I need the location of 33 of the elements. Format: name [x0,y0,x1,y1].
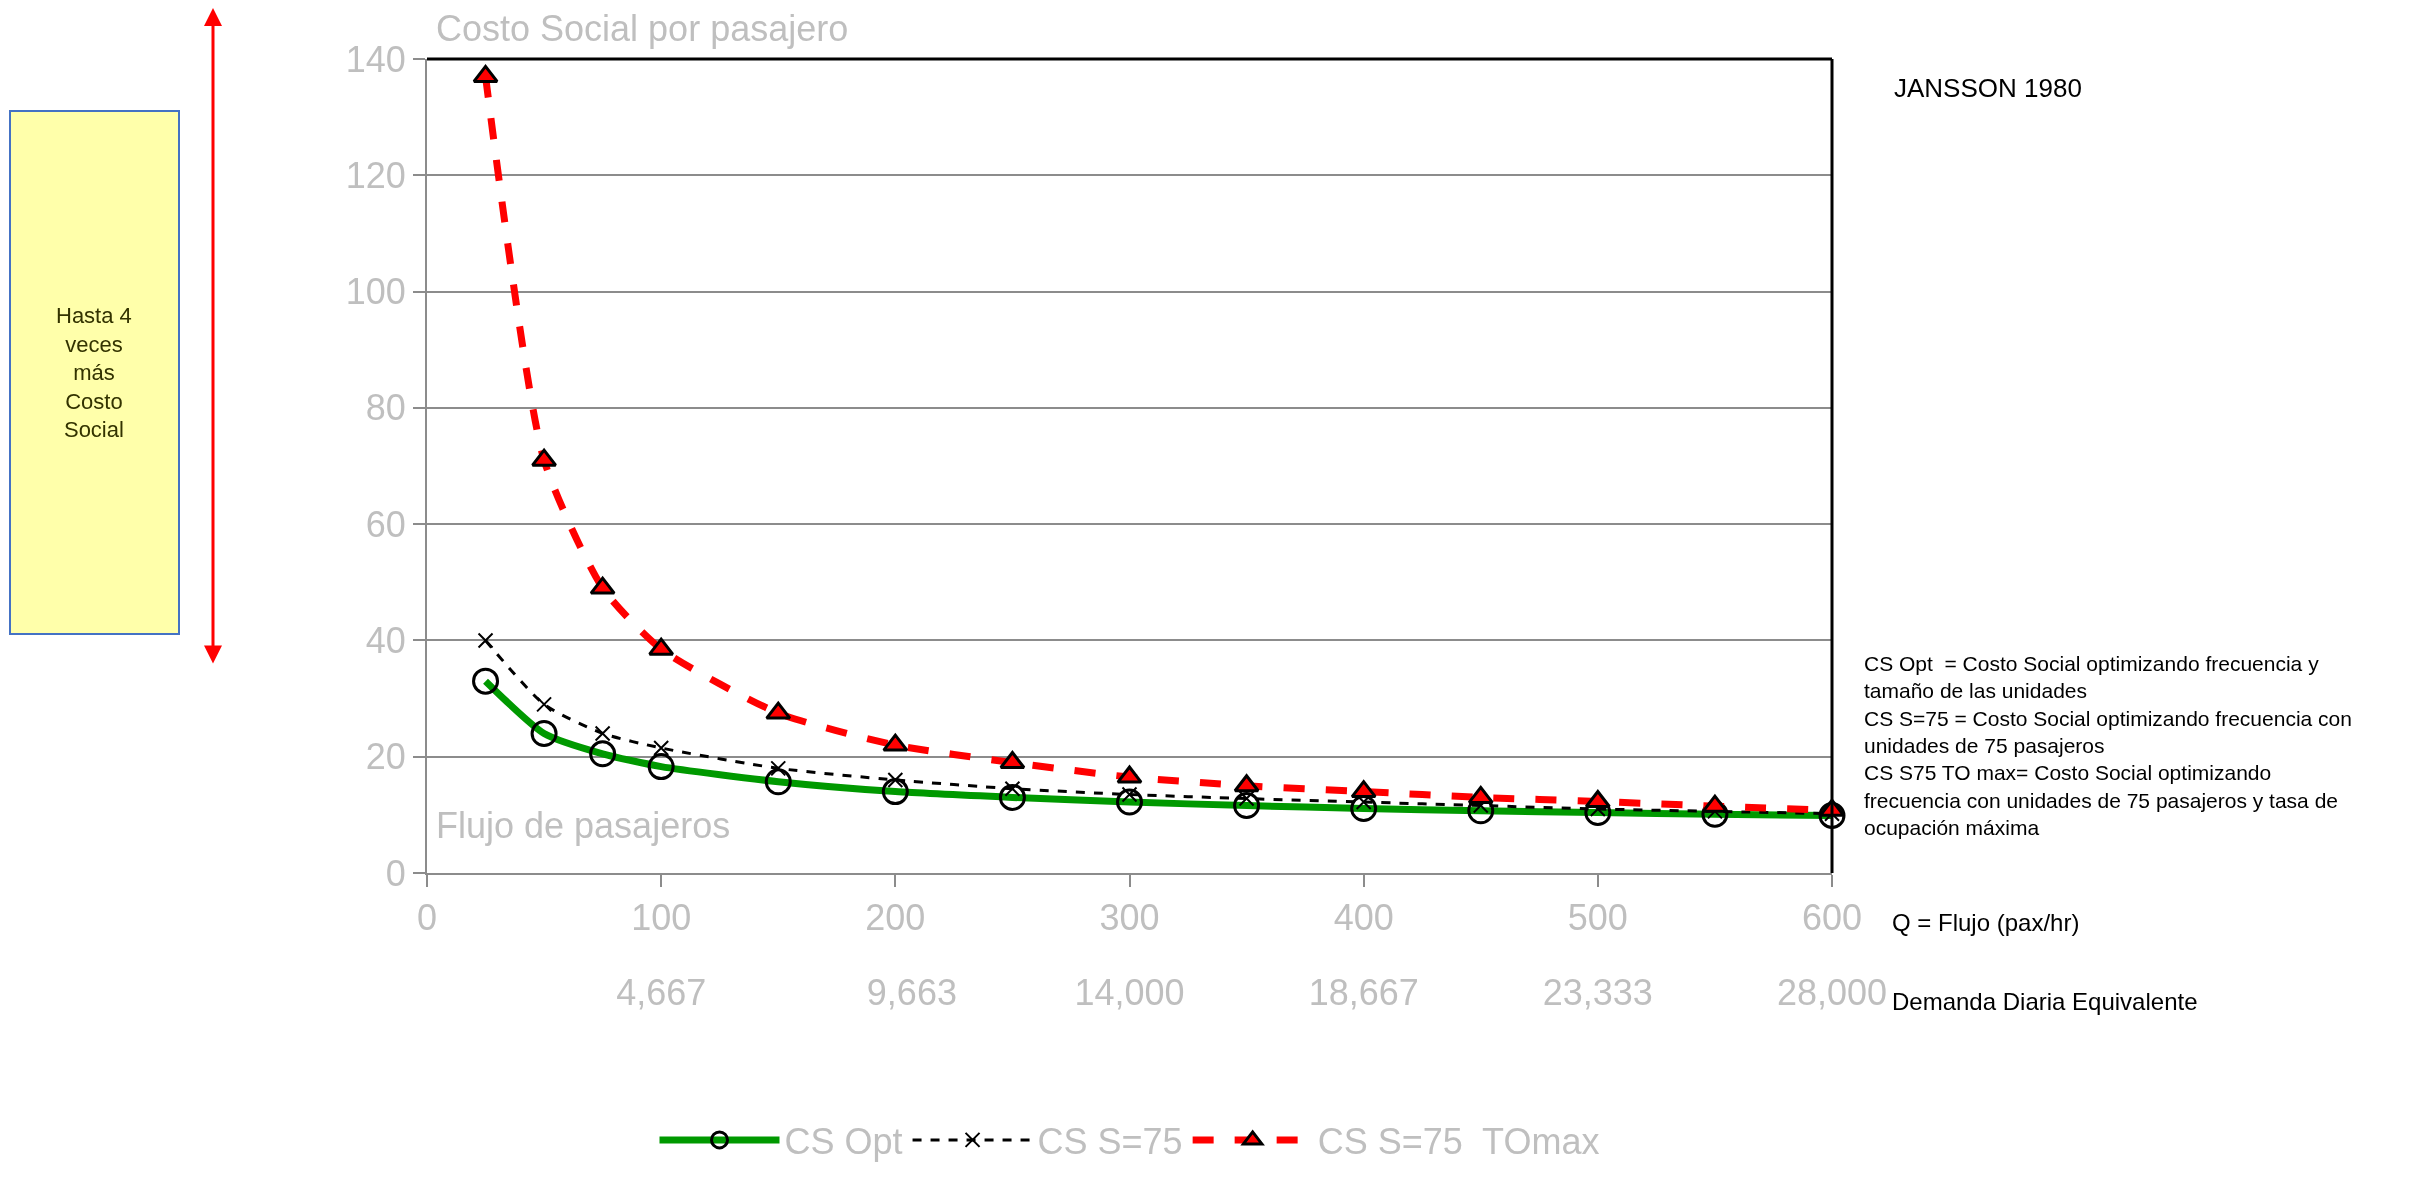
legend-label: CS S=75 TOmax [1317,1120,1600,1162]
y-tick-label: 100 [345,271,406,313]
x2-tick-label: 9,663 [866,972,957,1013]
y-axis-title: Costo Social por pasajero [436,8,849,49]
legend-label: CS S=75 [1037,1120,1183,1162]
x-tick-label: 600 [1801,897,1863,939]
text: CS S=75 = Costo Social optimizando frecuencia con unidades de 75 pasajeros [1864,706,2352,757]
y-tick-label: 120 [345,154,406,196]
x2-tick-label: 14,000 [1074,972,1185,1013]
legend-label: CS Opt [784,1120,903,1162]
annotation: Flujo de pasajeros [436,805,731,846]
x2-tick-label: 23,333 [1542,972,1653,1013]
x-tick-label: 200 [865,897,926,939]
text: Hasta 4 veces más Costo Social [56,303,132,443]
x2-axis-title: Demanda Diaria Equivalente [1892,988,2198,1015]
text: JANSSON 1980 [1894,73,2082,103]
text: CS Opt = Costo Social optimizando frecuencia y tamaño de las unidades [1864,652,2320,703]
x2-tick-label: 4,667 [616,972,707,1013]
y-tick-label: 140 [345,38,406,80]
x-tick-label: 300 [1099,897,1160,939]
text: CS S75 TO max= Costo Social optimizando frecuencia con unidades de 75 pasajeros y tasa de ocupación máxima [1864,761,2338,839]
y-tick-label: 80 [365,387,406,429]
x-axis-title: Q = Flujo (pax/hr) [1892,909,2080,936]
x2-tick-label: 18,667 [1308,972,1419,1013]
x-tick-label: 100 [631,897,692,939]
y-tick-label: 40 [365,620,406,662]
y-tick-label: 0 [385,852,406,894]
y-tick-label: 20 [365,736,406,778]
y-tick-label: 60 [365,503,406,545]
x-tick-label: 0 [416,897,438,939]
x-tick-label: 400 [1333,897,1394,939]
x-tick-label: 500 [1567,897,1628,939]
x2-tick-label: 28,000 [1776,972,1888,1013]
